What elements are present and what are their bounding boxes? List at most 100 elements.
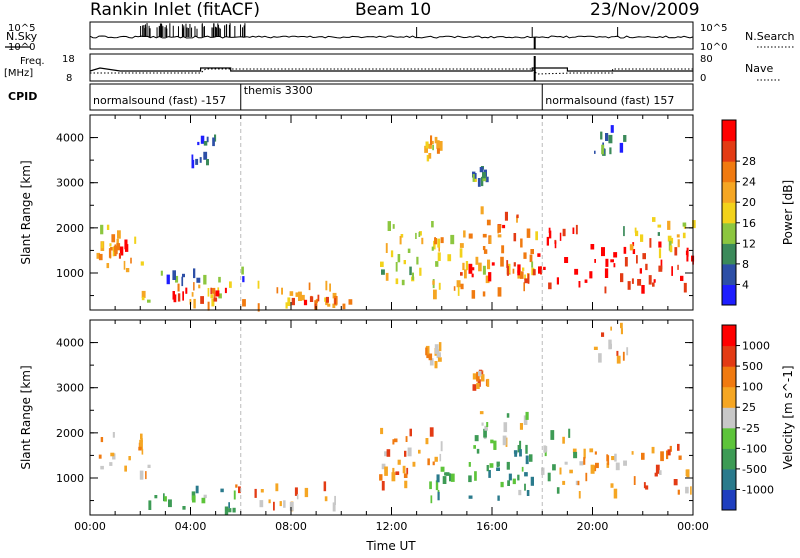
data-cell — [438, 282, 441, 290]
data-cell — [677, 489, 680, 495]
data-cell — [600, 131, 603, 140]
freq-tick-bottom: 8 — [66, 73, 72, 84]
data-cell — [655, 464, 660, 474]
data-cell — [610, 483, 614, 488]
data-cell — [309, 296, 314, 302]
data-cell — [440, 237, 444, 244]
data-cell — [294, 487, 298, 496]
data-cell — [530, 476, 534, 486]
data-cell — [314, 303, 317, 309]
data-cell — [281, 287, 283, 295]
data-cell — [583, 457, 586, 465]
data-cell — [430, 495, 433, 504]
data-cell — [519, 449, 522, 457]
beam-title: Beam 10 — [355, 0, 432, 20]
data-cell — [482, 246, 486, 251]
data-cell — [677, 239, 680, 248]
data-cell — [431, 246, 434, 251]
data-cell — [488, 272, 492, 282]
data-cell — [385, 243, 388, 253]
data-cell — [502, 224, 506, 229]
data-cell — [497, 234, 502, 238]
data-cell — [529, 454, 533, 462]
data-cell — [411, 272, 414, 280]
data-cell — [116, 243, 121, 251]
data-cell — [462, 262, 465, 271]
data-cell — [525, 455, 529, 465]
data-cell — [425, 141, 429, 149]
data-cell — [163, 493, 165, 502]
data-cell — [387, 221, 391, 231]
data-cell — [516, 215, 518, 223]
data-cell — [147, 464, 151, 468]
data-cell — [523, 282, 525, 292]
data-cell — [476, 371, 480, 382]
data-cell — [317, 294, 320, 302]
data-cell — [632, 242, 635, 247]
data-cell — [418, 231, 421, 237]
data-cell — [431, 221, 434, 228]
data-cell — [106, 263, 110, 269]
data-cell — [195, 158, 199, 165]
data-cell — [478, 370, 482, 377]
data-cell — [201, 497, 206, 504]
data-cell — [464, 269, 467, 279]
data-cell — [639, 268, 642, 274]
colorbar-tick-label: 1000 — [742, 340, 770, 353]
data-cell — [559, 232, 562, 241]
data-cell — [537, 253, 541, 257]
colorbar-swatch — [722, 366, 736, 388]
data-cell — [608, 134, 613, 144]
nsky-trace — [89, 35, 694, 39]
velocity-colorbar: 1000 500 100 25 -25 -100 -500 -1000 Velocity [m … — [721, 324, 795, 511]
data-cell — [594, 150, 596, 154]
data-cell — [380, 261, 384, 267]
data-cell — [517, 445, 521, 453]
colorbar-label: Power [dB] — [781, 180, 795, 245]
data-cell — [213, 297, 218, 302]
station-title: Rankin Inlet (fitACF) — [90, 0, 261, 20]
data-cell — [438, 141, 443, 151]
data-cell — [453, 286, 456, 291]
data-cell — [436, 148, 440, 154]
colorbar-swatch — [722, 181, 736, 203]
data-cell — [112, 453, 116, 460]
data-cell — [476, 448, 480, 454]
data-cell — [406, 467, 409, 475]
data-cell — [530, 249, 534, 255]
data-cell — [182, 273, 185, 278]
data-cell — [686, 469, 690, 478]
data-cell — [473, 445, 476, 449]
data-cell — [517, 474, 520, 481]
colorbar-tick-label: 12 — [742, 237, 756, 250]
data-cell — [405, 436, 408, 442]
data-cell — [275, 483, 279, 492]
data-cell — [479, 167, 484, 173]
data-cell — [546, 236, 549, 246]
data-cell — [416, 256, 419, 265]
data-cell — [334, 495, 336, 505]
data-cell — [402, 465, 406, 474]
data-cell — [439, 453, 442, 462]
y-tick-label: 3000 — [56, 382, 84, 395]
data-cell — [548, 282, 552, 290]
data-cell — [440, 441, 443, 452]
data-cell — [394, 438, 398, 443]
data-cell — [658, 248, 662, 259]
data-cell — [111, 234, 116, 243]
data-cell — [203, 494, 207, 499]
colorbar-swatch — [722, 427, 736, 449]
data-cell — [594, 465, 597, 472]
data-cell — [437, 252, 441, 261]
data-cell — [641, 452, 645, 460]
data-cell — [141, 290, 146, 298]
colorbar-tick-label: -500 — [742, 463, 767, 476]
data-cell — [631, 278, 634, 284]
data-cell — [657, 232, 660, 236]
data-cell — [110, 247, 113, 251]
power-colorbar: 4 8 12 16 20 24 28 Power [dB] — [721, 119, 795, 306]
data-cell — [645, 263, 648, 271]
data-cell — [548, 230, 552, 239]
data-cell — [435, 480, 439, 491]
